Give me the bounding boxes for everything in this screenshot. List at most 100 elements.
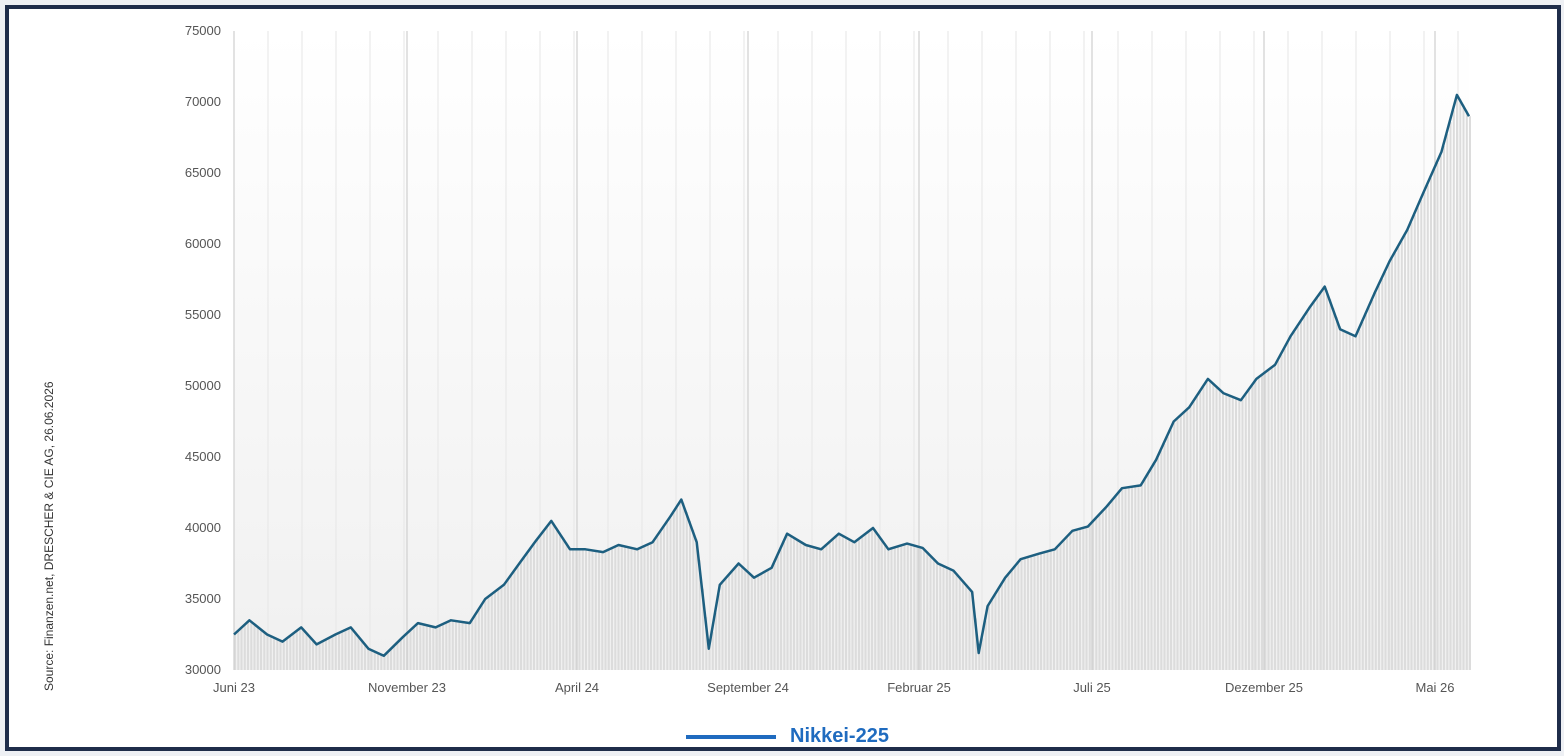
shade-bar bbox=[1053, 549, 1055, 670]
shade-bar bbox=[562, 537, 565, 670]
shade-bar bbox=[1313, 302, 1315, 670]
shade-bar bbox=[390, 649, 392, 670]
y-tick-label: 65000 bbox=[185, 165, 221, 180]
x-tick-label: Februar 25 bbox=[887, 680, 951, 695]
shade-bar bbox=[1079, 529, 1081, 670]
shade-bar bbox=[243, 625, 246, 670]
shade-bar bbox=[383, 655, 386, 670]
x-axis-ticks: Juni 23 November 23 April 24 September 24 Fe… bbox=[213, 31, 1455, 695]
shade-bar bbox=[539, 536, 542, 670]
shade-bar bbox=[1257, 377, 1260, 670]
shade-bar bbox=[780, 549, 782, 670]
y-axis-ticks: 30000 35000 40000 45000 50000 55000 60000 65000… bbox=[185, 23, 221, 677]
x-tick-label: Dezember 25 bbox=[1225, 680, 1303, 695]
series-line-nikkei-225 bbox=[233, 93, 1471, 658]
shade-bar bbox=[939, 564, 942, 670]
shade-bar bbox=[718, 594, 721, 670]
shade-bar bbox=[1417, 207, 1419, 670]
shade-bar bbox=[529, 549, 532, 670]
shade-bar bbox=[695, 538, 698, 670]
shade-bar bbox=[1160, 450, 1163, 670]
shade-bar bbox=[1144, 479, 1146, 670]
line-chart: 30000 35000 40000 45000 50000 55000 60000 65000… bbox=[185, 23, 1471, 695]
shade-bar bbox=[923, 548, 925, 670]
shade-bar bbox=[266, 634, 269, 670]
shade-bar bbox=[659, 531, 662, 670]
shade-bar bbox=[1017, 563, 1020, 670]
shade-bar bbox=[864, 534, 867, 670]
shade-bar bbox=[653, 541, 656, 670]
shade-bar bbox=[1378, 285, 1380, 670]
shade-bar bbox=[705, 617, 708, 670]
shade-bar bbox=[754, 577, 756, 670]
shade-bar bbox=[968, 587, 971, 670]
shade-bar bbox=[1036, 554, 1039, 670]
shade-bar bbox=[620, 545, 623, 670]
shade-bar bbox=[1413, 215, 1416, 670]
shade-bar bbox=[546, 527, 548, 670]
shade-bar bbox=[841, 535, 844, 670]
shade-bar bbox=[1062, 540, 1065, 670]
shade-bar bbox=[1348, 333, 1351, 670]
shade-bar bbox=[1251, 386, 1254, 670]
shade-bar bbox=[292, 634, 295, 670]
shade-bar bbox=[1199, 392, 1202, 670]
shade-bar bbox=[1342, 330, 1345, 670]
shade-bar bbox=[1300, 321, 1302, 670]
chart-frame: 30000 35000 40000 45000 50000 55000 60000 65000… bbox=[5, 5, 1561, 751]
shade-bar bbox=[1101, 511, 1104, 670]
shade-bar bbox=[1322, 289, 1325, 670]
shade-bar bbox=[929, 554, 932, 670]
shade-bar bbox=[598, 551, 600, 670]
shade-bar bbox=[1111, 500, 1114, 670]
shade-bar bbox=[731, 571, 734, 670]
shade-bar bbox=[1173, 422, 1176, 670]
shade-bar bbox=[1098, 515, 1101, 670]
shade-bar bbox=[1150, 469, 1153, 670]
shade-bar bbox=[1426, 185, 1429, 670]
shade-bar bbox=[1264, 372, 1267, 670]
shade-bar bbox=[474, 615, 477, 670]
shade-bar bbox=[666, 522, 669, 670]
legend: Nikkei-225 bbox=[686, 725, 889, 748]
shade-bar bbox=[845, 537, 847, 670]
shade-bar bbox=[578, 549, 581, 670]
shade-bar bbox=[1293, 331, 1296, 670]
shade-bar bbox=[419, 623, 422, 670]
shade-bar bbox=[1134, 486, 1137, 670]
shade-bar bbox=[955, 573, 958, 670]
shade-bar bbox=[1192, 401, 1195, 670]
x-tick-label: November 23 bbox=[368, 680, 446, 695]
shade-bar bbox=[1040, 553, 1042, 670]
shade-bar bbox=[1007, 574, 1010, 670]
shade-bar bbox=[331, 636, 334, 670]
shade-bar bbox=[425, 625, 428, 670]
shade-bar bbox=[783, 542, 786, 670]
y-tick-label: 60000 bbox=[185, 236, 221, 251]
shade-bar bbox=[633, 548, 636, 670]
shade-bar bbox=[510, 576, 513, 670]
shade-bar bbox=[1082, 528, 1085, 670]
shade-bar bbox=[1179, 416, 1182, 670]
shade-bar bbox=[1404, 235, 1406, 670]
shade-bar bbox=[1092, 522, 1094, 670]
shade-bar bbox=[1228, 395, 1231, 670]
shade-bar bbox=[1215, 385, 1218, 670]
shade-bar bbox=[1023, 558, 1026, 670]
x-tick-label: Juli 25 bbox=[1073, 680, 1111, 695]
shade-bar bbox=[1391, 258, 1393, 670]
shade-bar bbox=[347, 628, 350, 670]
shade-bar bbox=[1387, 265, 1390, 670]
shade-bar bbox=[1332, 308, 1335, 670]
shade-bar bbox=[744, 568, 747, 670]
shade-bar bbox=[1095, 518, 1098, 670]
shade-bar bbox=[1069, 534, 1072, 670]
shade-bar bbox=[435, 627, 438, 670]
shade-bar bbox=[516, 567, 519, 670]
shade-bar bbox=[890, 548, 893, 670]
shade-bar bbox=[789, 535, 792, 670]
shade-bar bbox=[1365, 314, 1367, 670]
shade-bar bbox=[458, 621, 461, 670]
shade-bar bbox=[617, 545, 620, 670]
source-note: Source: Finanzen.net, DRESCHER & CIE AG,… bbox=[42, 381, 56, 692]
